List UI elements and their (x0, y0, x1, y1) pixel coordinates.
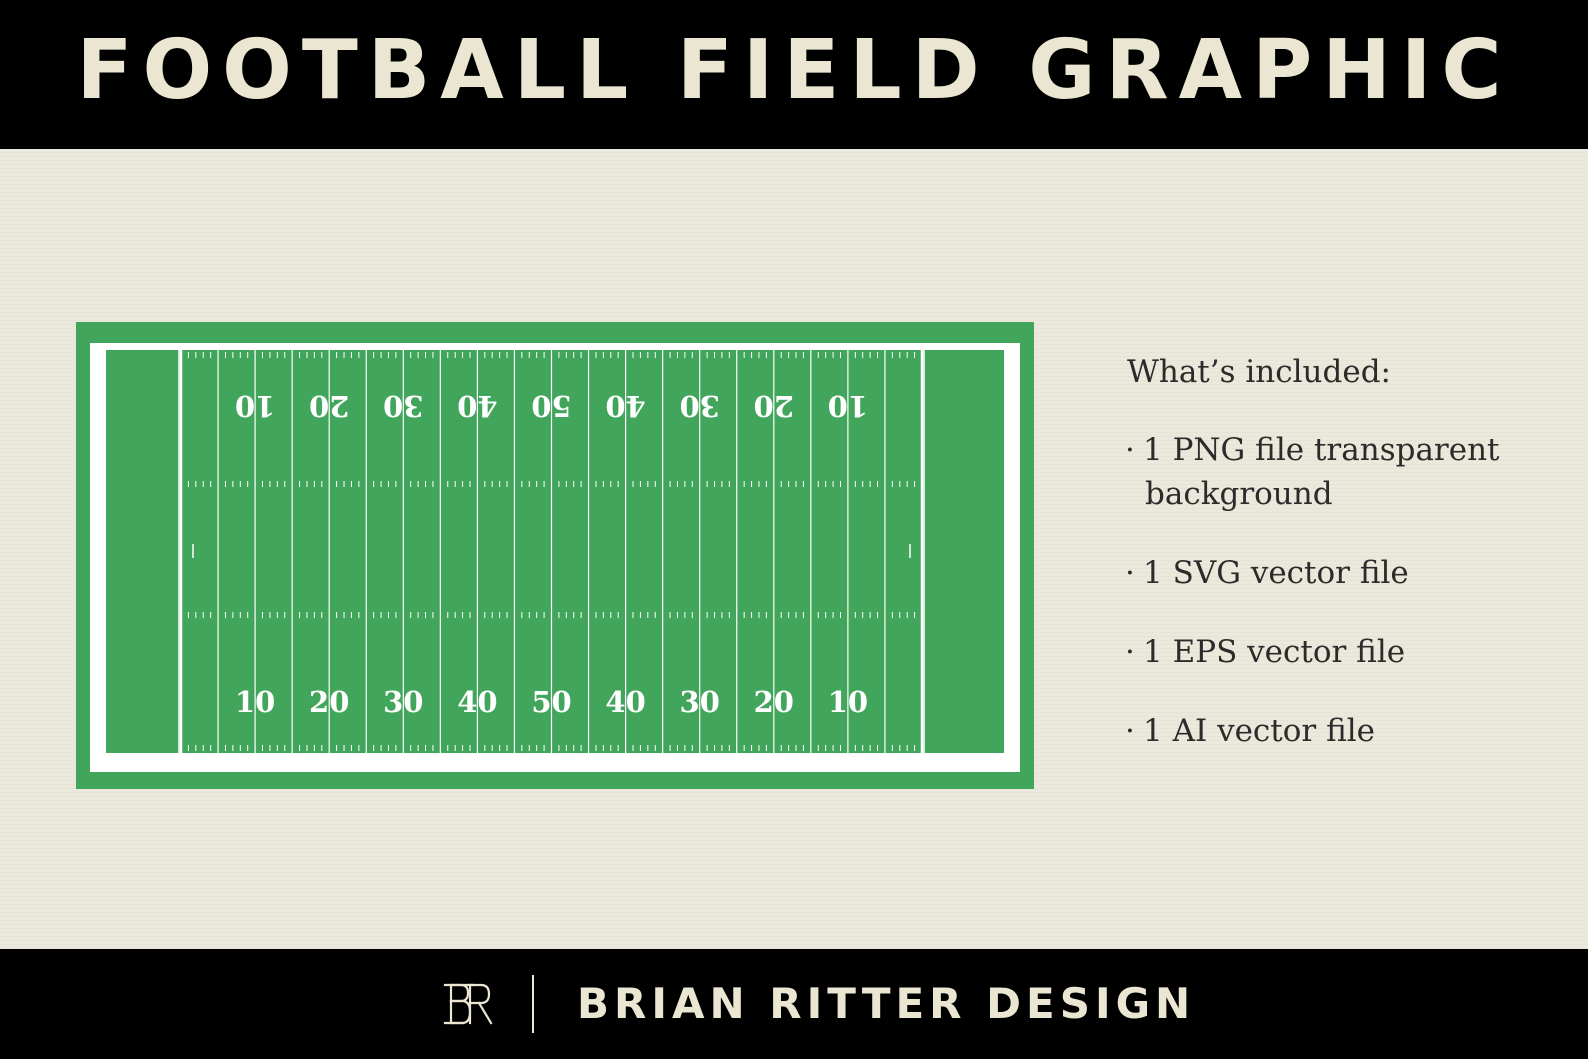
included-list: · 1 PNG file transparent background · 1 … (1125, 428, 1567, 753)
yard-number-bottom: 10 (235, 685, 275, 719)
included-item-png: · 1 PNG file transparent background (1125, 428, 1567, 516)
footer-divider (532, 975, 534, 1033)
yard-number-bottom: 50 (531, 685, 571, 719)
yard-number-top: 10 (235, 389, 275, 423)
included-item-text: 1 EPS vector file (1143, 634, 1406, 670)
yard-number-top: 30 (680, 389, 720, 423)
included-panel: What’s included: · 1 PNG file transparen… (1125, 352, 1567, 788)
yard-number-top: 50 (531, 389, 571, 423)
footer-banner (0, 949, 1588, 1059)
yard-number-top: 20 (754, 389, 794, 423)
yard-number-bottom: 20 (754, 685, 794, 719)
football-field-svg: 10 20 30 40 50 40 30 20 10 10 20 30 40 50 40 30 20 10 (76, 322, 1034, 789)
page-title: FOOTBALL FIELD GRAPHIC (76, 23, 1512, 118)
included-item-ai: · 1 AI vector file (1125, 709, 1567, 753)
yard-number-bottom: 40 (457, 685, 497, 719)
yard-number-top: 30 (383, 389, 423, 423)
yard-number-bottom: 10 (828, 685, 868, 719)
included-item-text: 1 PNG file transparent (1143, 432, 1500, 468)
included-item-text: 1 SVG vector file (1143, 555, 1409, 591)
yard-number-bottom: 20 (309, 685, 349, 719)
yard-number-bottom: 40 (605, 685, 645, 719)
brand-name: BRIAN RITTER DESIGN (577, 979, 1196, 1028)
yard-number-top: 40 (605, 389, 645, 423)
included-heading: What’s included: (1127, 354, 1391, 390)
yard-number-top: 10 (828, 389, 868, 423)
football-field-graphic: 10 20 30 40 50 40 30 20 10 10 20 30 40 50 40 30 20 10 (76, 322, 1034, 789)
top-banner: FOOTBALL FIELD GRAPHIC (0, 0, 1588, 149)
included-item-eps: · 1 EPS vector file (1125, 630, 1567, 674)
included-item-text-continued: background (1145, 476, 1333, 512)
bullet-dot: · (1125, 713, 1135, 749)
bullet-dot: · (1125, 634, 1135, 670)
bullet-dot: · (1125, 555, 1135, 591)
yard-number-top: 20 (309, 389, 349, 423)
included-item-svg: · 1 SVG vector file (1125, 551, 1567, 595)
included-item-text: 1 AI vector file (1143, 713, 1376, 749)
bullet-dot: · (1125, 432, 1135, 468)
br-monogram-icon (443, 983, 493, 1025)
yard-number-top: 40 (457, 389, 497, 423)
yard-number-bottom: 30 (680, 685, 720, 719)
yard-number-bottom: 30 (383, 685, 423, 719)
